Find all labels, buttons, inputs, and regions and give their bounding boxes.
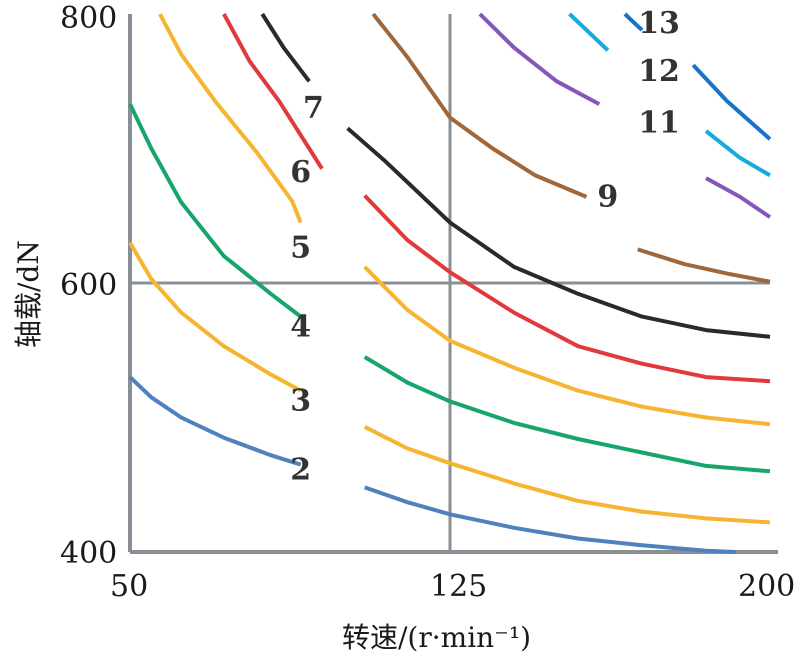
curve-9-segment-1 [371, 12, 588, 199]
curve-12-segment-2 [704, 129, 772, 178]
curve-label-7: 7 [303, 90, 324, 125]
curve-label-5: 5 [290, 230, 311, 265]
curve-label-12: 12 [638, 54, 680, 89]
curve-7-segment-2 [346, 126, 771, 339]
curve-label-9: 9 [597, 179, 618, 214]
y-tick-800: 800 [60, 1, 117, 36]
curve-label-11: 11 [638, 105, 680, 140]
curve-9-segment-2 [637, 247, 771, 284]
x-tick-200: 200 [738, 569, 795, 604]
y-tick-400: 400 [60, 536, 117, 571]
curve-labels: 2 3 4 5 6 7 9 11 12 13 [290, 6, 680, 488]
curve-label-3: 3 [290, 384, 311, 419]
curve-13-segment-1 [623, 12, 644, 32]
curve-3-segment-2 [363, 425, 771, 525]
x-tick-125: 125 [430, 569, 487, 604]
x-axis-title: 转速/(r·min⁻¹) [342, 621, 531, 654]
curve-label-4: 4 [290, 310, 311, 345]
curve-7-segment-1 [260, 12, 311, 83]
y-tick-600: 600 [60, 268, 117, 303]
curve-5-segment-2 [363, 265, 771, 427]
curve-3-segment-1 [128, 241, 302, 393]
curve-12-segment-1 [568, 12, 610, 52]
curve-label-13: 13 [638, 6, 680, 41]
curve-4-segment-1 [128, 103, 302, 319]
curve-13-segment-2 [691, 63, 772, 141]
curve-5-segment-1 [158, 13, 303, 224]
curve-6-segment-2 [363, 194, 771, 384]
curve-6-segment-1 [222, 13, 324, 170]
y-axis-title: 轴载/dN [12, 240, 45, 348]
curve-2-segment-1 [128, 375, 302, 467]
curve-11-segment-2 [705, 176, 772, 219]
curve-label-6: 6 [290, 155, 311, 190]
curve-11-segment-1 [478, 12, 601, 106]
x-tick-50: 50 [110, 569, 148, 604]
curve-2-segment-2 [364, 485, 736, 554]
curve-4-segment-2 [363, 355, 771, 474]
curves [128, 12, 772, 554]
curve-label-2: 2 [290, 452, 311, 487]
